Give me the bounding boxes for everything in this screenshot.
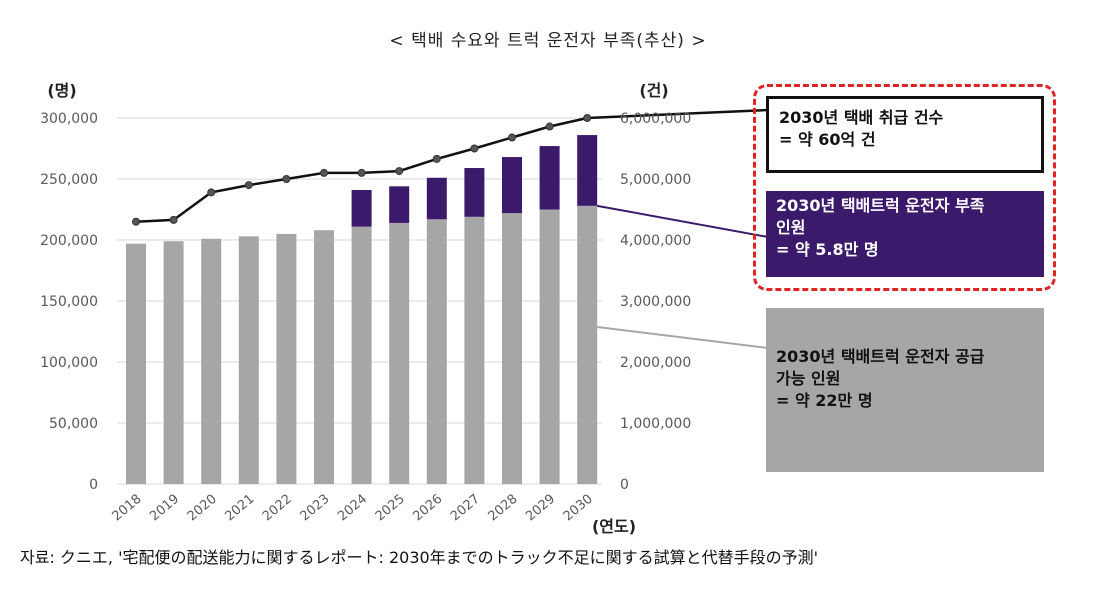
y-left-tick-label: 50,000 [49,416,98,432]
y-left-tick-label: 100,000 [40,355,98,371]
y-left-tick-label: 200,000 [40,233,98,249]
highlight-frame [753,84,1056,291]
callout-volume-line-2: = 약 60억 건 [779,130,876,149]
volume-point [282,175,291,183]
y-right-tick-label: 4,000,000 [620,233,691,249]
bar-shortage [426,177,447,220]
x-tick-label: 2029 [523,492,558,525]
volume-point [169,215,178,224]
volume-point [432,154,441,163]
x-tick-label: 2025 [373,492,408,525]
x-tick-label: 2030 [561,492,596,525]
volume-point [583,114,592,122]
bar-supply [426,219,447,484]
x-tick-label: 2026 [410,492,445,525]
bar-supply [464,216,485,484]
callout-supply-line-3: = 약 22만 명 [776,391,873,410]
bar-supply [163,241,184,484]
connector-volume [587,108,769,120]
volume-line [132,108,769,226]
connector-supply [597,326,769,349]
y-right-tick-label: 6,000,000 [620,111,691,127]
callout-shortage-line-2: 인원 [776,218,806,237]
volume-point [357,168,366,177]
x-tick-label: 2028 [486,492,521,525]
volume-point [320,168,328,177]
callout-connectors [597,204,769,349]
volume-point [545,122,554,131]
volume-point [508,133,516,142]
y-right-tick-label: 3,000,000 [620,294,691,310]
y-right-tick-label: 1,000,000 [620,416,691,432]
y-left-tick-label: 0 [89,477,98,493]
bars [126,135,598,485]
y-left-tick-label: 300,000 [40,111,98,127]
chart-title: < 택배 수요와 트럭 운전자 부족(추산) > [389,31,707,51]
x-tick-label: 2023 [298,492,333,525]
y-axis-left-label: (명) [47,81,76,100]
bar-shortage [502,157,522,214]
bar-shortage [389,186,410,223]
y-axis-right: 0 1,000,000 2,000,000 3,000,000 4,000,000 5,0… [620,111,691,493]
y-left-tick-label: 150,000 [40,294,98,310]
callout-volume: 2030년 택배 취급 건수 = 약 60억 건 [766,96,1044,173]
volume-point [132,217,140,226]
bar-shortage [539,146,560,210]
y-axis-left: 0 50,000 100,000 150,000 200,000 250,000 300,0… [40,111,98,493]
callout-supply-line-2: 가능 인원 [776,369,841,388]
bar-supply [351,226,372,484]
bar-supply [577,205,598,484]
bar-supply [314,230,334,484]
volume-point [207,188,216,197]
volume-point [470,144,479,153]
volume-point [244,181,253,190]
callout-supply-line-1: 2030년 택배트럭 운전자 공급 [776,347,985,366]
bar-supply [201,238,222,484]
callout-shortage-line-1: 2030년 택배트럭 운전자 부족 [776,196,985,215]
source-note: 자료: クニエ, '宅配便の配送能力に関するレポート: 2030年までのトラック… [20,548,819,567]
y-left-tick-label: 250,000 [40,172,98,188]
y-right-tick-label: 5,000,000 [620,172,691,188]
connector-shortage [597,204,769,238]
callout-volume-line-1: 2030년 택배 취급 건수 [779,108,944,127]
y-axis-right-label: (건) [639,81,668,100]
x-tick-label: 2019 [147,492,182,525]
bar-shortage [577,135,598,206]
bar-supply [502,213,522,484]
x-axis: 2018 2019 2020 2021 2022 2023 2024 2025 2026 2027… [110,492,596,525]
y-right-tick-label: 2,000,000 [620,355,691,371]
callout-supply: 2030년 택배트럭 운전자 공급 가능 인원 = 약 22만 명 [766,308,1044,472]
x-tick-label: 2027 [448,492,483,525]
bar-shortage [351,189,372,227]
bar-shortage [464,168,485,217]
callout-shortage-line-3: = 약 5.8만 명 [776,240,879,259]
volume-point [395,167,404,176]
x-tick-label: 2021 [222,492,257,525]
y-right-tick-label: 0 [620,477,629,493]
x-tick-label: 2024 [335,492,370,525]
callout-shortage: 2030년 택배트럭 운전자 부족 인원 = 약 5.8만 명 [766,191,1044,277]
bar-supply [539,209,560,484]
x-tick-label: 2022 [260,492,295,525]
bar-supply [126,243,146,484]
x-tick-label: 2020 [185,492,220,525]
bar-supply [276,233,297,484]
x-axis-label: (연도) [592,517,636,536]
bar-supply [238,236,259,484]
bar-supply [389,222,410,485]
chart-area: 0 50,000 100,000 150,000 200,000 250,000 300,0… [40,81,769,536]
x-tick-label: 2018 [110,492,145,525]
